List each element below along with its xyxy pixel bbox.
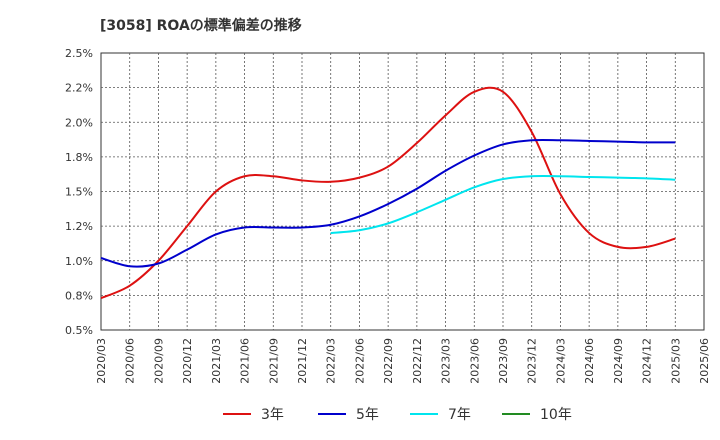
- x-tick-label: 2023/03: [440, 338, 453, 384]
- series-line-2: [100, 138, 676, 268]
- x-tick-label: 2024/06: [583, 338, 596, 384]
- x-tick-label: 2023/09: [497, 338, 510, 384]
- y-tick-label: 2.5%: [65, 47, 93, 60]
- x-tick-label: 2025/06: [698, 338, 711, 384]
- legend-label-1: 3年: [261, 407, 284, 423]
- y-tick-label: 0.8%: [65, 289, 93, 302]
- legend-label-2: 5年: [356, 407, 379, 423]
- x-tick-label: 2020/12: [181, 338, 194, 384]
- legend: 3年 5年 7年 10年: [223, 407, 572, 423]
- y-tick-label: 1.0%: [65, 255, 93, 268]
- x-tick-label: 2024/12: [641, 338, 654, 384]
- grid: [101, 53, 704, 330]
- y-tick-label: 1.2%: [65, 220, 93, 233]
- legend-label-3: 7年: [448, 407, 471, 423]
- legend-label-4: 10年: [540, 407, 572, 423]
- y-tick-label: 1.5%: [65, 186, 93, 199]
- series-line-3: [330, 175, 676, 235]
- series-line-1: [100, 86, 676, 300]
- series-lines: [100, 86, 676, 300]
- x-tick-label: 2022/03: [325, 338, 338, 384]
- x-tick-label: 2021/03: [210, 338, 223, 384]
- y-tick-label: 2.0%: [65, 116, 93, 129]
- chart-title: [3058] ROAの標準偏差の推移: [100, 17, 302, 34]
- y-axis: 0.5% 0.8% 1.0% 1.2% 1.5% 1.8% 2.0% 2.2% 2.5%: [65, 47, 93, 337]
- x-tick-label: 2020/06: [124, 338, 137, 384]
- x-tick-label: 2020/03: [95, 338, 108, 384]
- x-tick-label: 2024/09: [612, 338, 625, 384]
- y-tick-label: 0.5%: [65, 324, 93, 337]
- x-tick-label: 2022/06: [353, 338, 366, 384]
- x-tick-label: 2021/12: [296, 338, 309, 384]
- x-tick-label: 2021/09: [267, 338, 280, 384]
- x-tick-label: 2022/12: [411, 338, 424, 384]
- x-tick-label: 2023/12: [526, 338, 539, 384]
- x-tick-label: 2020/09: [152, 338, 165, 384]
- x-tick-label: 2021/06: [239, 338, 252, 384]
- x-tick-label: 2023/06: [468, 338, 481, 384]
- y-tick-label: 1.8%: [65, 151, 93, 164]
- x-tick-label: 2024/03: [554, 338, 567, 384]
- y-tick-label: 2.2%: [65, 82, 93, 95]
- x-tick-label: 2022/09: [382, 338, 395, 384]
- x-axis: 2020/03 2020/06 2020/09 2020/12 2021/03 2021/…: [95, 338, 711, 384]
- x-tick-label: 2025/03: [669, 338, 682, 384]
